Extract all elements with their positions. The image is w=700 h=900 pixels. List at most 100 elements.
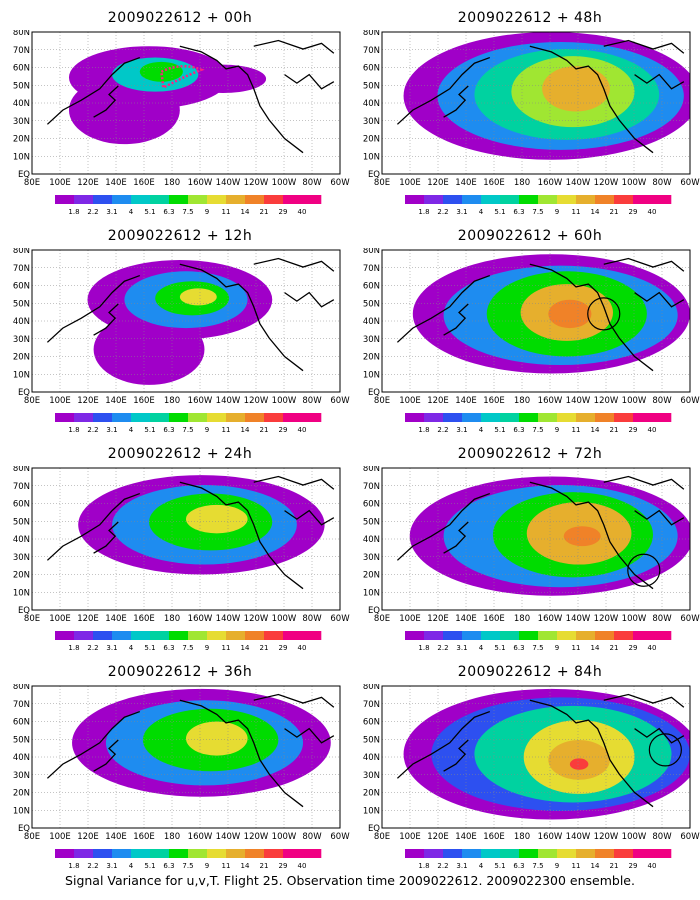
map-frame [31, 467, 341, 611]
colorbar-swatch [93, 413, 113, 422]
lon-label: 160W [538, 614, 563, 624]
colorbar-swatch [576, 195, 596, 204]
colorbar-swatch [207, 195, 227, 204]
colorbar-label: 7.5 [182, 862, 193, 870]
colorbar-label: 7.5 [532, 644, 543, 652]
lon-label: 140E [455, 396, 477, 406]
lat-label: 40N [13, 99, 30, 109]
coastline [179, 45, 304, 154]
colorbar-label: 29 [279, 862, 288, 870]
lon-label: 180 [514, 614, 530, 624]
lat-label: EQ [368, 388, 380, 398]
coastline [46, 492, 141, 561]
lat-label: 60N [363, 718, 380, 728]
lon-label: 80E [24, 832, 40, 842]
colorbar-label: 7.5 [532, 426, 543, 434]
lon-label: 120E [77, 178, 99, 188]
colorbar-label: 11 [222, 644, 231, 652]
colorbar-swatch [131, 631, 151, 640]
colorbar-label: 14 [591, 644, 600, 652]
colorbar-swatch [188, 849, 208, 858]
colorbar-label: 7.5 [182, 426, 193, 434]
forecast-panel: 2009022612 + 48h EQ 10N 20N 30N 40N 50N 60N 70N 8… [360, 10, 700, 230]
colorbar-label: 21 [610, 208, 619, 216]
variance-map: EQ 10N 20N 30N 40N 50N 60N 70N 80N 80E 100E 120E 140… [363, 30, 700, 188]
lon-label: 100E [399, 832, 421, 842]
colorbar-label: 40 [298, 644, 307, 652]
variance-contour [93, 313, 205, 385]
colorbar-label: 3.1 [106, 644, 117, 652]
lat-label: 70N [363, 482, 380, 492]
coastline [603, 257, 685, 272]
variance-map: EQ 10N 20N 30N 40N 50N 60N 70N 80N 80E 100E 120E 140… [13, 248, 350, 406]
lon-label: 180 [164, 178, 180, 188]
lon-label: 160E [133, 832, 155, 842]
variance-map: EQ 10N 20N 30N 40N 50N 60N 70N 80N 80E 100E 120E 140… [363, 466, 700, 624]
colorbar-label: 14 [241, 208, 250, 216]
colorbar-swatch [226, 631, 246, 640]
lat-label: 50N [363, 517, 380, 527]
panel-title: 2009022612 + 00h [107, 10, 253, 26]
colorbar-swatch [500, 195, 520, 204]
lat-label: 40N [363, 99, 380, 109]
forecast-panel: 2009022612 + 60h EQ 10N 20N 30N 40N 50N 60N 70N 8… [360, 228, 700, 448]
colorbar-swatch [443, 849, 463, 858]
colorbar-label: 2.2 [87, 208, 98, 216]
colorbar-swatch [302, 849, 322, 858]
lon-label: 80W [652, 614, 672, 624]
coastline [603, 693, 685, 708]
coastline [253, 693, 335, 708]
lat-label: EQ [368, 606, 380, 616]
lon-label: 160E [133, 178, 155, 188]
lat-label: 80N [13, 248, 30, 256]
colorbar-swatch [150, 195, 170, 204]
lat-label: 50N [13, 81, 30, 91]
colorbar-swatch [500, 413, 520, 422]
colorbar-label: 5.1 [144, 208, 155, 216]
colorbar-label: 29 [629, 862, 638, 870]
colorbar-label: 29 [629, 426, 638, 434]
lon-label: 120W [594, 396, 619, 406]
colorbar-label: 40 [648, 208, 657, 216]
lat-label: EQ [18, 170, 30, 180]
colorbar-swatch [652, 849, 672, 858]
lon-label: 80E [24, 396, 40, 406]
colorbar-label: 9 [555, 644, 559, 652]
colorbar-swatch [150, 413, 170, 422]
colorbar-label: 11 [572, 644, 581, 652]
lon-label: 160W [538, 396, 563, 406]
forecast-panel: 2009022612 + 84h EQ 10N 20N 30N 40N 50N 60N 70N 8… [360, 664, 700, 884]
colorbar-label: 11 [572, 862, 581, 870]
colorbar-label: 6.3 [513, 644, 524, 652]
lat-label: 70N [363, 46, 380, 56]
lon-label: 140W [566, 396, 591, 406]
colorbar-label: 29 [629, 208, 638, 216]
lat-label: 80N [363, 466, 380, 474]
colorbar-label: 9 [205, 644, 209, 652]
lon-label: 80W [302, 396, 322, 406]
colorbar-label: 14 [241, 862, 250, 870]
lat-label: 40N [13, 753, 30, 763]
coastline [93, 303, 119, 336]
lon-label: 140E [105, 396, 127, 406]
colorbar-label: 3.1 [106, 862, 117, 870]
lat-label: 30N [363, 335, 380, 345]
lon-label: 60W [680, 178, 700, 188]
lat-label: 20N [363, 135, 380, 145]
lat-label: 60N [13, 282, 30, 292]
colorbar-label: 40 [298, 862, 307, 870]
colorbar-swatch [226, 849, 246, 858]
lon-label: 120E [427, 832, 449, 842]
colorbar-swatch [443, 631, 463, 640]
lat-label: 70N [13, 482, 30, 492]
coastline [396, 56, 491, 125]
panel-title: 2009022612 + 12h [107, 228, 253, 244]
colorbar-label: 1.8 [418, 208, 429, 216]
lon-label: 100W [272, 396, 297, 406]
colorbar-swatch [93, 195, 113, 204]
lon-label: 80W [302, 832, 322, 842]
colorbar-swatch [633, 195, 653, 204]
colorbar-label: 7.5 [532, 862, 543, 870]
lon-label: 160W [188, 178, 213, 188]
lat-label: 50N [13, 517, 30, 527]
